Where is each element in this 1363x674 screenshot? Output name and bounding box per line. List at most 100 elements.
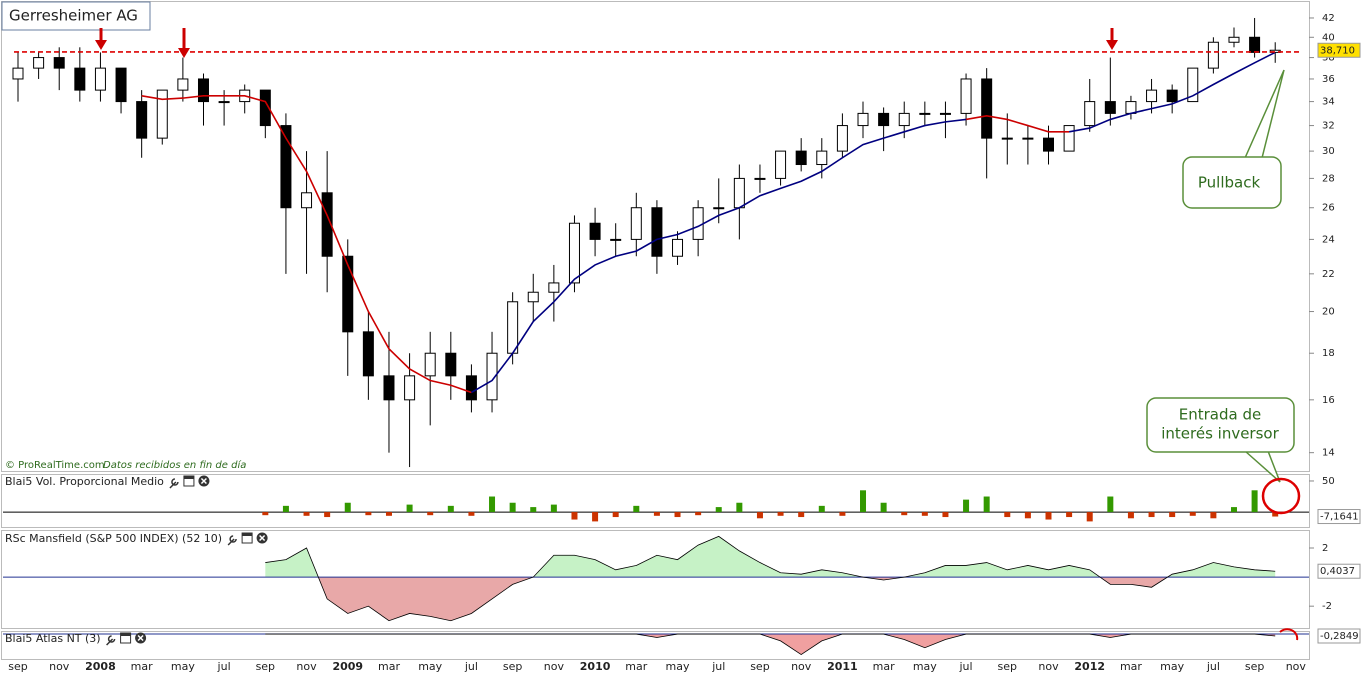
y-tick-label: 2	[1322, 543, 1328, 554]
candle-body	[12, 67, 24, 80]
bar	[344, 502, 351, 513]
x-tick-label: mar	[131, 660, 153, 673]
y-tick-label: 22	[1322, 269, 1335, 280]
candle-body	[156, 89, 168, 139]
callout-box	[1146, 397, 1295, 453]
bar	[1086, 512, 1093, 522]
area-line	[265, 633, 1276, 656]
bar	[736, 502, 743, 513]
y-tick-label: 18	[1322, 348, 1335, 359]
candle-body	[795, 150, 807, 166]
y-tick-label: 40	[1322, 32, 1335, 43]
x-tick-label: may	[171, 660, 195, 673]
panel-title: Blai5 Vol. Proporcional Medio	[5, 475, 164, 488]
bar	[653, 512, 660, 516]
candle-body	[898, 112, 910, 127]
candle-body	[939, 112, 951, 115]
candle-body	[465, 375, 477, 401]
candle-body	[1249, 36, 1261, 53]
last-value-label: -0,2849	[1320, 631, 1359, 642]
bar	[592, 512, 599, 522]
candle-body	[672, 238, 684, 257]
bar	[324, 512, 331, 518]
bar	[1127, 512, 1134, 519]
x-tick-label: mar	[873, 660, 895, 673]
bar	[983, 496, 990, 513]
last-value-label: -7,1641	[1320, 512, 1359, 523]
x-tick-label: may	[666, 660, 690, 673]
moving-average	[471, 51, 1276, 394]
x-tick-label: nov	[1038, 660, 1059, 673]
candle-body	[816, 150, 828, 166]
bar	[674, 512, 681, 518]
settings-icon	[106, 635, 116, 646]
candle-body	[857, 112, 869, 127]
panel-title: RSc Mansfield (S&P 500 INDEX) (52 10)	[5, 532, 222, 545]
candle-body	[1043, 137, 1054, 152]
bar	[489, 496, 496, 513]
x-tick-label: may	[1160, 660, 1184, 673]
bar	[798, 512, 805, 518]
x-tick-label: 2011	[827, 660, 858, 673]
y-tick-label: -2	[1322, 601, 1332, 612]
y-tick-label: 28	[1322, 173, 1335, 184]
bar	[468, 512, 475, 516]
bar	[1272, 512, 1279, 517]
candle-body	[94, 67, 106, 91]
x-tick-label: jul	[1206, 660, 1220, 673]
candle-body	[177, 78, 189, 91]
bar	[633, 505, 640, 513]
x-tick-label: jul	[464, 660, 478, 673]
x-tick-label: mar	[625, 660, 647, 673]
mansfield-panel	[1, 530, 1310, 629]
candle-body	[1166, 89, 1178, 103]
atlas-panel	[1, 631, 1310, 660]
y-tick-label: 14	[1322, 448, 1335, 459]
x-tick-label: nov	[791, 660, 812, 673]
candle-body	[1146, 89, 1158, 103]
bar	[921, 512, 928, 516]
y-tick-label: 36	[1322, 74, 1335, 85]
bar	[942, 512, 949, 518]
x-tick-label: nov	[544, 660, 565, 673]
candle-body	[218, 101, 230, 104]
candle-body	[692, 207, 704, 240]
x-tick-label: jul	[711, 660, 725, 673]
x-tick-label: nov	[296, 660, 317, 673]
x-tick-label: sep	[1245, 660, 1264, 673]
candle-body	[1001, 137, 1013, 140]
bar	[860, 490, 867, 513]
bar	[550, 504, 557, 513]
candle-body	[445, 352, 457, 377]
bar	[385, 512, 392, 516]
price-panel	[1, 1, 1310, 472]
highlight-circle	[1279, 628, 1299, 641]
x-tick-label: may	[913, 660, 937, 673]
candle-body	[115, 67, 127, 103]
last-value-box	[1317, 509, 1361, 525]
candle-body	[713, 207, 725, 210]
candle-body	[74, 67, 86, 91]
data-note: Datos recibidos en fin de día	[103, 459, 246, 471]
candle-body	[383, 375, 395, 401]
bar	[1148, 512, 1155, 518]
bar	[1230, 507, 1237, 513]
plot-layer: sep nov 2008 mar may jul sep nov 2009 mar may jul se…	[3, 13, 1361, 673]
y-tick-label: 42	[1322, 13, 1335, 24]
bar	[530, 507, 537, 513]
window-icon-bar	[120, 633, 131, 636]
candle-body	[197, 78, 209, 103]
candle-body	[754, 177, 766, 180]
x-tick-label: mar	[1120, 660, 1142, 673]
bar	[756, 512, 763, 519]
candle-body	[775, 150, 787, 179]
candle-body	[301, 192, 313, 209]
chart-title: Gerresheimer AG	[9, 7, 138, 25]
bar	[1169, 512, 1176, 518]
candle-body	[589, 222, 601, 240]
y-tick-label: 20	[1322, 307, 1335, 318]
x-tick-label: jul	[217, 660, 231, 673]
source: © ProRealTime.com	[5, 460, 105, 471]
y-tick-label: 32	[1322, 121, 1335, 132]
